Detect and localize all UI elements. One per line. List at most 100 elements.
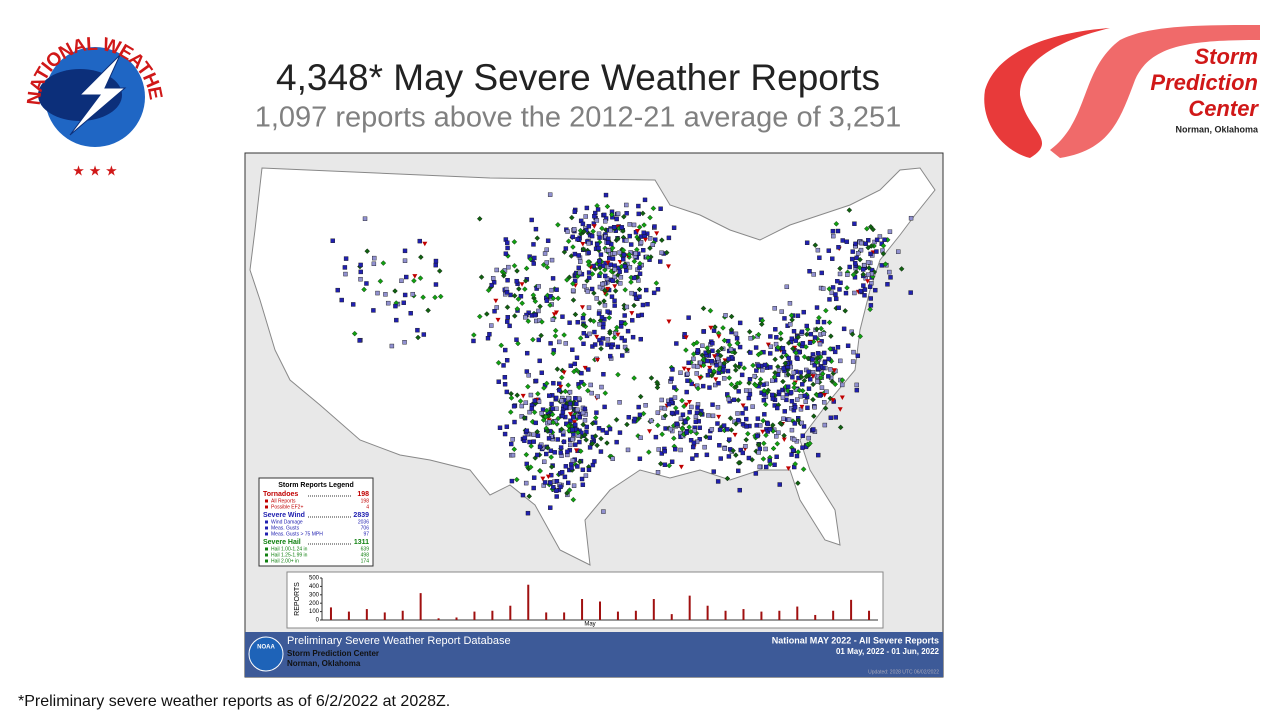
report-dot	[547, 302, 553, 308]
report-dot	[551, 485, 556, 490]
report-dot	[733, 452, 739, 458]
report-dot	[800, 445, 805, 450]
report-dot	[632, 416, 637, 422]
bar	[868, 610, 871, 620]
report-dot	[643, 403, 648, 408]
report-dot	[834, 296, 839, 302]
report-dot	[799, 420, 804, 426]
report-dot	[721, 423, 727, 428]
legend-symbol	[265, 532, 268, 536]
report-dot	[830, 285, 836, 290]
report-dot	[862, 262, 867, 268]
report-dot	[585, 259, 592, 265]
report-dot	[578, 448, 584, 454]
report-dot	[568, 363, 573, 368]
report-dot	[601, 298, 607, 304]
report-dot	[485, 287, 492, 294]
report-dot	[568, 442, 573, 448]
report-dot	[522, 278, 529, 284]
report-dot	[647, 429, 653, 434]
report-dot	[558, 450, 563, 455]
report-dot	[753, 382, 759, 389]
report-dot	[540, 476, 546, 482]
bar	[688, 595, 691, 620]
report-dot	[569, 465, 574, 471]
report-dot	[537, 358, 542, 364]
report-dot	[818, 374, 824, 381]
report-dot	[330, 238, 335, 243]
report-dot	[708, 372, 715, 379]
report-dot	[747, 377, 753, 382]
report-dot	[618, 320, 624, 325]
report-dot	[402, 292, 408, 298]
report-dot	[602, 303, 608, 308]
report-dot	[777, 420, 784, 427]
report-dot	[548, 480, 553, 486]
report-dot	[837, 424, 844, 431]
report-dot	[734, 380, 741, 387]
report-dot	[558, 484, 563, 489]
report-dot	[602, 404, 607, 410]
report-dot	[646, 449, 652, 455]
report-dot	[563, 404, 568, 410]
report-dot	[638, 240, 644, 245]
report-dot	[721, 337, 728, 344]
report-dot	[614, 439, 619, 445]
report-dot	[611, 334, 618, 341]
report-dot	[515, 340, 521, 347]
report-dot	[705, 358, 710, 364]
report-dot	[678, 416, 684, 421]
report-dot	[411, 278, 417, 284]
report-dot	[502, 375, 508, 380]
report-dot	[613, 416, 620, 423]
report-dot	[645, 302, 650, 307]
report-dot	[550, 317, 556, 322]
report-dot	[544, 264, 551, 271]
legend: Storm Reports Legend Tornadoes 198 All Rep…	[258, 477, 374, 567]
report-dot	[789, 427, 795, 433]
report-dot	[523, 451, 530, 458]
report-dot	[645, 254, 651, 261]
report-dot	[342, 265, 348, 270]
report-dot	[715, 421, 720, 426]
report-dot	[620, 353, 625, 358]
report-dot	[610, 278, 615, 283]
report-dot	[571, 227, 577, 232]
report-dot	[780, 378, 786, 385]
report-dot	[711, 469, 716, 474]
report-dot	[867, 284, 873, 289]
report-dot	[412, 274, 418, 279]
report-dot	[626, 415, 632, 420]
report-dot	[631, 275, 637, 281]
report-dot	[803, 399, 808, 404]
report-dot	[716, 366, 723, 372]
report-dot	[755, 331, 762, 338]
report-dot	[828, 415, 834, 420]
report-dot	[849, 256, 855, 262]
report-dot	[501, 363, 506, 368]
report-dot	[567, 401, 573, 406]
report-dot	[580, 221, 586, 227]
report-dot	[581, 331, 587, 336]
report-dot	[826, 374, 831, 379]
report-dot	[710, 341, 715, 346]
report-dot	[394, 317, 399, 323]
report-dot	[641, 222, 647, 228]
report-dot	[589, 233, 595, 239]
report-dot	[757, 380, 763, 386]
report-dot	[539, 411, 544, 416]
report-dot	[580, 482, 586, 487]
bar	[652, 599, 655, 620]
report-dot	[748, 336, 753, 341]
report-dot	[544, 407, 550, 414]
report-dot	[576, 384, 582, 391]
report-dot	[680, 412, 686, 417]
report-dot	[528, 443, 534, 449]
report-dot	[685, 367, 691, 373]
report-dot	[880, 250, 887, 257]
report-dot	[615, 371, 621, 378]
report-dot	[514, 306, 521, 312]
report-dot	[746, 455, 752, 461]
report-dot	[669, 410, 675, 416]
bar	[814, 614, 817, 620]
